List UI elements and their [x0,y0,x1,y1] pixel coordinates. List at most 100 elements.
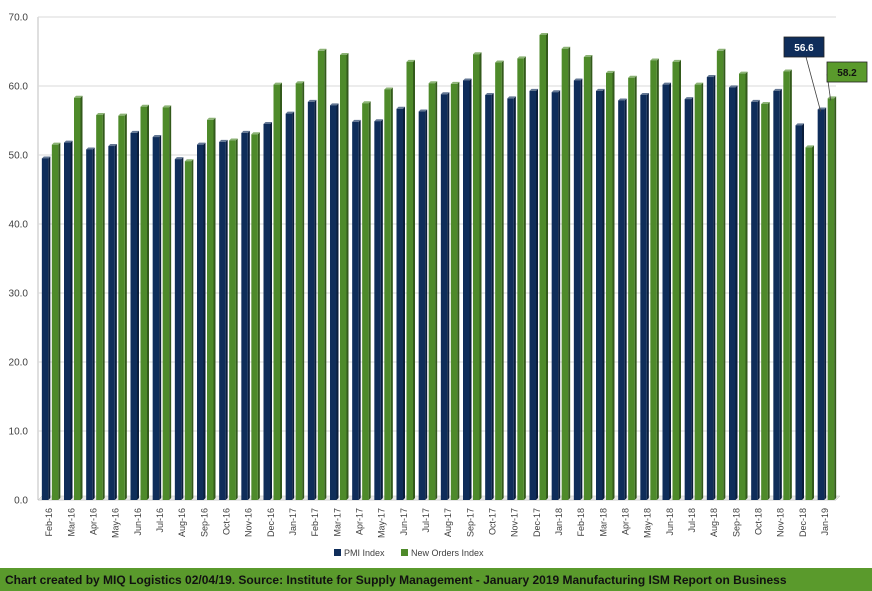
bar-chart: 0.0 10.0 20.0 30.0 40.0 50.0 60.0 70.0 Feb-16 Mar… [9,13,868,558]
bar-new-orders [517,56,526,501]
bar-new-orders [362,101,371,500]
bar-new-orders [96,112,105,500]
bar-pmi [396,106,405,501]
x-tick-label: Dec-18 [798,508,808,537]
bar-pmi [529,88,538,500]
data-callout: 56.6 [783,36,825,112]
bar-new-orders [140,104,149,500]
x-tick-label: Nov-16 [244,508,254,537]
bar-new-orders [539,32,548,500]
x-tick-label: May-16 [111,508,121,538]
bar-pmi [795,123,804,500]
bar-new-orders [295,81,305,501]
x-tick-label: Jul-17 [421,508,431,533]
bar-new-orders [650,58,659,500]
x-tick-label: Jan-19 [820,508,830,536]
bar-pmi [197,142,206,500]
y-tick-label: 50.0 [9,151,29,162]
x-tick-label: Feb-17 [310,508,320,537]
legend-item: New Orders Index [401,548,484,558]
bar-pmi [551,90,561,501]
bar-pmi [485,92,494,500]
bar-new-orders [473,52,482,500]
bar-pmi [773,88,782,500]
footer-banner: Chart created by MIQ Logistics 02/04/19.… [0,568,872,591]
x-tick-label: Oct-16 [221,508,231,535]
bar-new-orders [384,87,393,500]
bar-pmi [64,140,73,500]
bar-new-orders [428,81,438,501]
x-tick-label: Jun-17 [399,508,409,536]
bar-new-orders [118,113,127,501]
x-tick-label: Mar-18 [598,508,608,537]
x-tick-label: May-17 [377,508,387,538]
legend-item: PMI Index [334,548,385,558]
x-tick-label: Jul-18 [687,508,697,533]
bar-new-orders [739,71,748,500]
x-tick-label: Nov-18 [776,508,786,537]
bar-new-orders [162,105,172,500]
x-tick-label: Aug-17 [443,508,453,537]
bar-new-orders [606,70,615,500]
y-tick-label: 40.0 [9,220,29,231]
bar-pmi [352,119,361,500]
y-tick-label: 0.0 [14,496,28,507]
legend-swatch [334,549,341,556]
bar-new-orders [694,82,704,501]
bar-new-orders [672,59,681,500]
x-tick-label: Sep-18 [731,508,741,537]
bar-new-orders [450,81,460,501]
bar-pmi [130,130,139,501]
x-tick-label: Dec-16 [266,508,276,537]
bar-pmi [684,97,694,501]
bar-pmi [729,85,738,500]
footer-source-text: Chart created by MIQ Logistics 02/04/19.… [5,572,787,587]
x-tick-label: Dec-17 [532,508,542,537]
bar-pmi [463,78,472,500]
x-tick-label: Oct-18 [753,508,763,535]
bar-new-orders [761,101,770,500]
y-tick-label: 10.0 [9,427,29,438]
x-tick-label: Sep-17 [465,508,475,537]
x-tick-label: Aug-18 [709,508,719,537]
legend-swatch [401,549,408,556]
bar-pmi [640,92,649,500]
bar-pmi [41,156,51,500]
x-tick-label: Mar-16 [66,508,76,537]
x-tick-label: Aug-16 [177,508,187,537]
bar-pmi [330,103,339,500]
bar-new-orders [827,96,837,501]
x-tick-label: Jan-18 [554,508,564,536]
bar-pmi [596,88,605,500]
bar-new-orders [184,159,194,500]
bar-new-orders [273,82,282,501]
x-tick-label: Nov-17 [510,508,520,537]
bar-pmi [174,157,184,500]
y-tick-label: 70.0 [9,13,29,24]
bar-new-orders [51,142,61,500]
bar-pmi [817,107,827,501]
bar-new-orders [716,48,726,501]
legend-label: New Orders Index [411,548,484,558]
bar-pmi [263,121,272,500]
bar-new-orders [495,60,504,500]
x-tick-label: Apr-16 [88,508,98,535]
bar-pmi [374,119,383,500]
legend-label: PMI Index [344,548,385,558]
bar-pmi [573,78,583,500]
bar-new-orders [251,132,260,501]
x-tick-label: Mar-17 [332,508,342,537]
bar-pmi [152,135,162,500]
y-tick-label: 60.0 [9,82,29,93]
bar-pmi [241,130,250,501]
bar-new-orders [229,138,238,500]
bar-new-orders [583,55,593,501]
bar-new-orders [317,48,327,501]
bar-new-orders [805,145,814,500]
x-tick-label: Jul-16 [155,508,165,533]
bar-new-orders [628,75,637,500]
y-tick-label: 30.0 [9,289,29,300]
bar-new-orders [74,95,83,500]
x-tick-label: Feb-16 [44,508,54,537]
y-tick-label: 20.0 [9,358,29,369]
